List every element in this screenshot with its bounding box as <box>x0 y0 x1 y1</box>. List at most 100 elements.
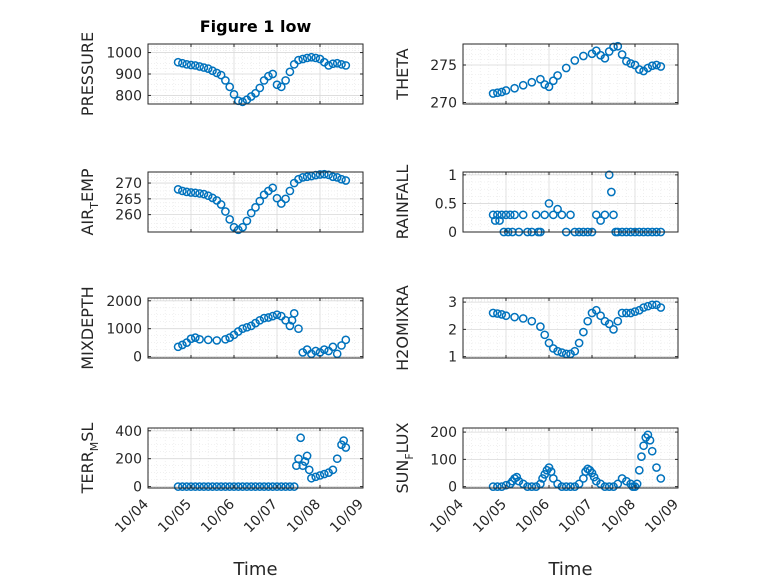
axes-frame <box>147 427 364 489</box>
data-point <box>643 63 653 73</box>
data-point <box>328 172 338 182</box>
y-tick-label: 1 <box>448 350 457 366</box>
data-point <box>182 187 192 197</box>
data-point <box>622 308 631 318</box>
data-point <box>225 482 235 491</box>
data-point <box>488 89 498 98</box>
data-point <box>199 63 209 72</box>
data-point <box>656 474 666 483</box>
data-point <box>182 60 192 69</box>
data-point <box>570 56 580 65</box>
y-axis-label: THETA <box>393 48 412 100</box>
data-point <box>493 210 502 220</box>
data-point <box>609 482 618 491</box>
data-point <box>497 210 507 220</box>
subplot-6: 1 2 3 H2OMIXRA <box>393 285 679 371</box>
axes-background <box>147 427 364 489</box>
data-point <box>574 338 584 348</box>
data-point <box>332 58 342 68</box>
data-point <box>186 482 196 491</box>
data-point <box>617 308 627 318</box>
data-point <box>255 482 265 491</box>
data-point <box>315 170 325 179</box>
data-point <box>337 174 346 184</box>
data-point <box>190 482 200 491</box>
data-point <box>233 225 243 235</box>
y-tick-label: 265 <box>115 192 142 208</box>
data-point <box>307 349 316 359</box>
data-point <box>251 482 260 491</box>
data-point <box>591 46 601 56</box>
data-point <box>203 482 213 491</box>
data-point <box>607 187 616 197</box>
data-point <box>307 171 316 181</box>
data-point <box>341 61 351 70</box>
data-point <box>246 208 256 218</box>
data-point <box>281 315 290 325</box>
y-axis-label: TERRMSL <box>78 423 101 495</box>
data-point <box>544 199 554 208</box>
data-point <box>233 327 243 336</box>
x-tick-label: 10/09 <box>642 496 682 536</box>
data-point <box>540 80 550 89</box>
data-point <box>341 443 351 452</box>
data-point <box>264 71 273 81</box>
x-tick-label: 10/08 <box>284 496 324 536</box>
data-point <box>518 210 528 220</box>
data-point <box>238 222 247 232</box>
data-point <box>557 210 567 220</box>
data-point <box>298 54 308 64</box>
data-point <box>488 210 498 220</box>
data-point <box>501 480 511 490</box>
data-point <box>178 482 187 491</box>
data-point <box>195 189 204 198</box>
data-point <box>272 482 282 491</box>
data-point <box>505 210 515 220</box>
data-point <box>259 313 269 323</box>
axes-frame <box>462 427 679 489</box>
data-point <box>225 82 235 92</box>
data-point <box>557 348 567 357</box>
data-point <box>311 53 321 63</box>
y-tick-label: 1000 <box>106 322 142 338</box>
axes-frame <box>462 171 679 233</box>
data-point <box>296 433 305 443</box>
data-point <box>242 322 252 332</box>
subplot-1: 800 900 1000 PRESSURE Figure 1 low <box>78 17 364 116</box>
data-point <box>337 60 346 69</box>
data-point <box>497 87 507 97</box>
data-point <box>281 194 290 204</box>
data-point <box>304 465 314 475</box>
y-tick-label: 1 <box>448 168 457 184</box>
x-tick-label: 10/04 <box>427 496 467 536</box>
data-point <box>540 330 550 340</box>
x-tick-label: 10/09 <box>327 496 367 536</box>
data-point <box>332 349 342 359</box>
data-point <box>600 482 610 491</box>
data-point <box>251 203 260 212</box>
data-point <box>501 210 511 220</box>
data-point <box>337 341 346 350</box>
data-point <box>173 342 183 352</box>
y-tick-label: 0 <box>448 225 457 241</box>
data-point <box>268 482 278 491</box>
data-point <box>302 451 312 461</box>
data-point <box>332 173 342 182</box>
data-point <box>609 210 618 220</box>
data-point <box>617 50 627 59</box>
data-point <box>285 482 295 491</box>
data-point <box>566 482 575 491</box>
data-point <box>216 70 226 80</box>
y-tick-label: 900 <box>115 67 142 83</box>
y-axis-label: RAINFALL <box>393 165 412 240</box>
data-points <box>173 52 351 107</box>
data-point <box>570 346 580 356</box>
data-point <box>647 300 657 310</box>
data-point <box>566 210 575 220</box>
data-point <box>604 47 614 56</box>
data-point <box>294 324 303 334</box>
y-tick-label: 270 <box>430 96 457 112</box>
data-point <box>307 473 316 483</box>
data-point <box>195 482 204 491</box>
